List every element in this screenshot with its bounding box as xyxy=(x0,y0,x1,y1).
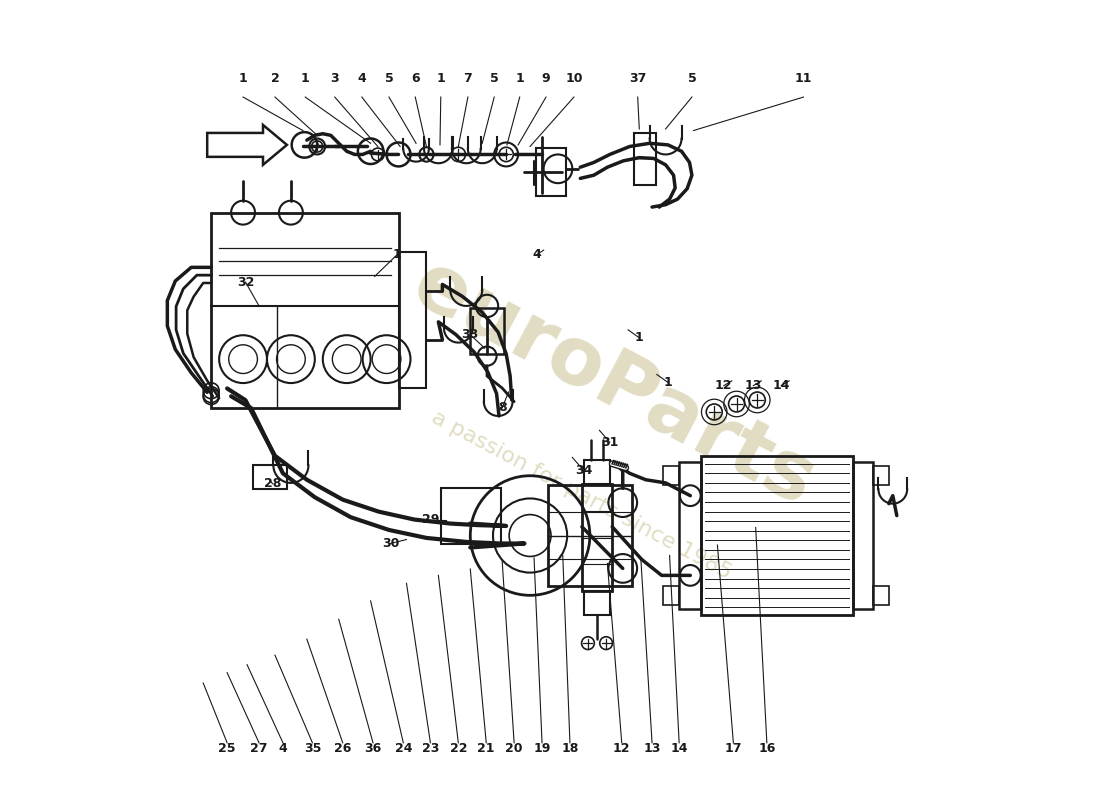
Text: 19: 19 xyxy=(534,742,551,754)
Text: 7: 7 xyxy=(463,72,472,85)
Text: 18: 18 xyxy=(561,742,579,754)
Bar xyxy=(679,462,702,609)
Text: 1: 1 xyxy=(301,72,309,85)
Text: 33: 33 xyxy=(462,328,478,341)
Text: 12: 12 xyxy=(715,379,733,392)
Text: 4: 4 xyxy=(358,72,366,85)
Bar xyxy=(873,466,889,486)
Text: a passion for parts since 1985: a passion for parts since 1985 xyxy=(429,408,735,583)
Bar xyxy=(548,485,631,586)
Text: 1: 1 xyxy=(239,72,248,85)
Bar xyxy=(663,466,679,486)
Text: 20: 20 xyxy=(505,742,522,754)
Text: 25: 25 xyxy=(219,742,235,754)
Bar xyxy=(536,148,565,196)
Bar xyxy=(584,460,609,484)
Text: 27: 27 xyxy=(251,742,267,754)
Text: 23: 23 xyxy=(421,742,439,754)
Text: 2: 2 xyxy=(271,72,279,85)
Text: 12: 12 xyxy=(613,742,630,754)
Bar xyxy=(441,488,500,543)
Text: 28: 28 xyxy=(264,478,282,490)
Text: 10: 10 xyxy=(565,72,583,85)
Text: 1: 1 xyxy=(437,72,446,85)
Bar xyxy=(211,213,398,408)
Text: 4: 4 xyxy=(278,742,287,754)
Text: 14: 14 xyxy=(772,379,790,392)
Bar xyxy=(582,484,613,591)
Text: 16: 16 xyxy=(758,742,776,754)
Text: 6: 6 xyxy=(411,72,419,85)
Text: 8: 8 xyxy=(498,402,506,414)
Text: 1: 1 xyxy=(663,376,672,389)
Text: 26: 26 xyxy=(334,742,351,754)
Text: 13: 13 xyxy=(644,742,661,754)
Text: 9: 9 xyxy=(541,72,550,85)
Text: 24: 24 xyxy=(395,742,412,754)
Text: 34: 34 xyxy=(575,464,592,477)
Text: 3: 3 xyxy=(330,72,339,85)
Bar xyxy=(702,456,853,615)
Text: 14: 14 xyxy=(670,742,688,754)
Text: 1: 1 xyxy=(635,331,643,344)
Text: 1: 1 xyxy=(515,72,524,85)
Text: 22: 22 xyxy=(450,742,468,754)
Text: 1: 1 xyxy=(393,249,402,262)
Text: 11: 11 xyxy=(795,72,812,85)
Text: 35: 35 xyxy=(304,742,321,754)
Bar xyxy=(471,307,504,354)
Text: 29: 29 xyxy=(421,513,439,526)
Text: 5: 5 xyxy=(688,72,696,85)
Bar xyxy=(398,252,427,389)
Bar xyxy=(852,462,873,609)
Bar xyxy=(663,586,679,605)
Text: 13: 13 xyxy=(745,379,762,392)
Bar xyxy=(584,591,609,615)
Bar xyxy=(634,133,656,185)
Text: euroParts: euroParts xyxy=(399,246,828,523)
Text: 30: 30 xyxy=(382,537,399,550)
Text: 21: 21 xyxy=(477,742,495,754)
Text: 17: 17 xyxy=(725,742,742,754)
Text: 31: 31 xyxy=(601,436,618,449)
Text: 37: 37 xyxy=(629,72,647,85)
Text: 36: 36 xyxy=(364,742,382,754)
Text: 32: 32 xyxy=(236,275,254,289)
Bar xyxy=(253,466,287,490)
Text: 4: 4 xyxy=(532,249,541,262)
Text: 5: 5 xyxy=(490,72,498,85)
Bar xyxy=(873,586,889,605)
Text: 5: 5 xyxy=(385,72,394,85)
